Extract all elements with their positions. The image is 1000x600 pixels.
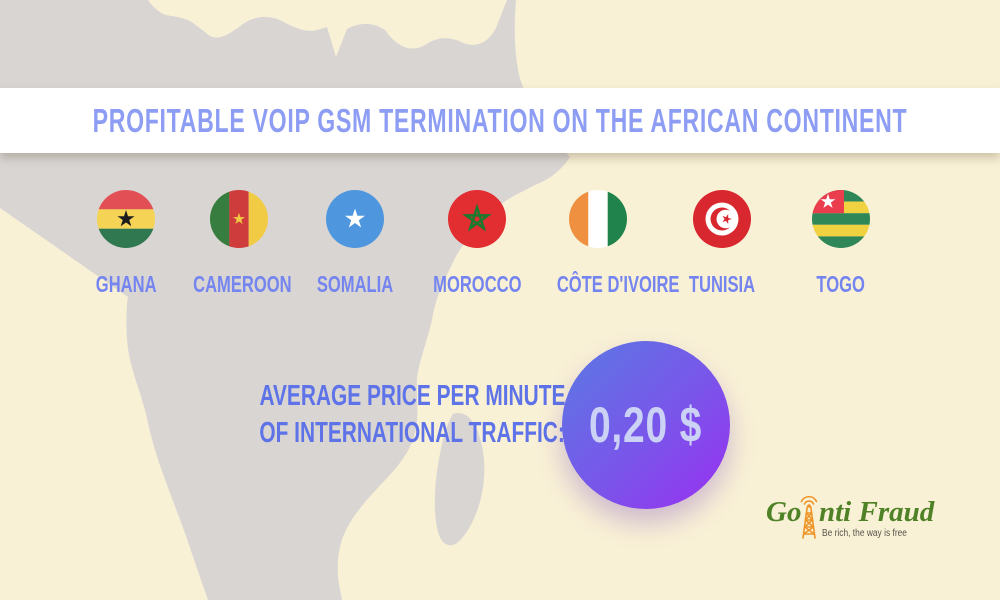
country-label: MOROCCO (432, 271, 522, 297)
morocco-flag-icon (448, 190, 506, 248)
country-item-cote-divoire: CÔTE D'IVOIRE (533, 190, 680, 298)
madagascar-shape (434, 413, 485, 546)
goantifraud-logo: Go nti Fraud Be rich, the way is fr (766, 492, 934, 544)
country-label: SOMALIA (316, 271, 394, 297)
country-item-tunisia: TUNISIA (657, 190, 787, 298)
logo-text-prefix: Go (766, 496, 802, 528)
country-label: GHANA (95, 271, 157, 297)
logo-text-suffix: nti Fraud (819, 496, 935, 528)
ghana-flag-icon (97, 190, 155, 248)
country-item-ghana: GHANA (61, 190, 191, 298)
cote-divoire-flag-icon (569, 190, 627, 248)
price-label-line2: OF INTERNATIONAL TRAFFIC: (259, 417, 565, 449)
title-banner: PROFITABLE VOIP GSM TERMINATION ON THE A… (0, 88, 1000, 153)
price-label: AVERAGE PRICE PER MINUTE OF INTERNATIONA… (200, 378, 566, 452)
radio-tower-icon (800, 495, 818, 539)
country-label: TOGO (816, 271, 866, 297)
cameroon-flag-icon (210, 190, 268, 248)
country-label: TUNISIA (688, 271, 756, 297)
page-title: PROFITABLE VOIP GSM TERMINATION ON THE A… (92, 101, 908, 139)
togo-flag-icon (812, 190, 870, 248)
country-item-morocco: MOROCCO (412, 190, 542, 298)
price-circle: 0,20 $ (562, 341, 730, 509)
tunisia-flag-icon (693, 190, 751, 248)
country-item-cameroon: CAMEROON (174, 190, 304, 298)
country-label: CÔTE D'IVOIRE (556, 271, 680, 297)
price-label-line1: AVERAGE PRICE PER MINUTE (259, 380, 566, 412)
somalia-flag-icon (326, 190, 384, 248)
country-item-togo: TOGO (776, 190, 906, 298)
country-item-somalia: SOMALIA (290, 190, 420, 298)
logo-tagline: Be rich, the way is free (822, 528, 907, 539)
country-label: CAMEROON (193, 271, 292, 297)
price-value: 0,20 $ (589, 397, 703, 453)
